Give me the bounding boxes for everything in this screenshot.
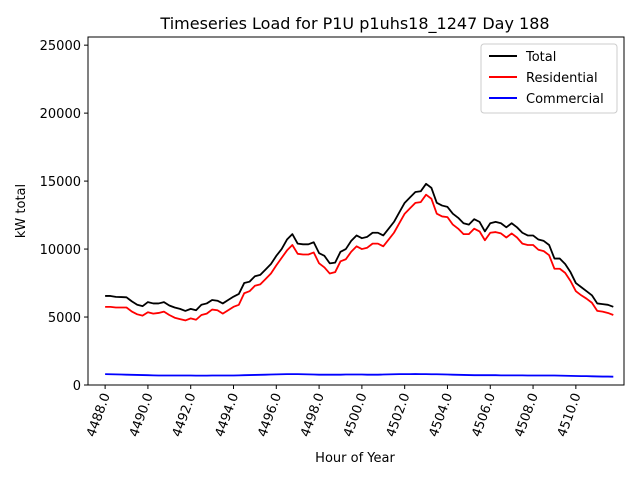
y-tick-label: 0 xyxy=(73,379,81,394)
y-tick-label: 25000 xyxy=(40,39,81,54)
legend-label-residential: Residential xyxy=(526,71,598,86)
y-tick-label: 10000 xyxy=(40,243,81,258)
y-tick-label: 15000 xyxy=(40,175,81,190)
legend-label-total: Total xyxy=(525,50,556,65)
legend-label-commercial: Commercial xyxy=(526,92,604,107)
plot-lines xyxy=(105,182,614,378)
series-line-commercial xyxy=(105,373,614,378)
chart-title: Timeseries Load for P1U p1uhs18_1247 Day… xyxy=(159,14,549,34)
y-tick-label: 5000 xyxy=(48,311,81,326)
x-axis-label: Hour of Year xyxy=(315,451,395,466)
legend-box xyxy=(480,43,618,114)
y-tick-label: 20000 xyxy=(40,107,81,122)
series-line-total xyxy=(105,182,614,312)
plot-frame xyxy=(87,36,625,386)
y-axis: 0 5000 10000 15000 20000 25000 xyxy=(40,39,88,394)
legend: Total Residential Commercial xyxy=(480,43,618,114)
y-axis-label: kW total xyxy=(14,184,29,238)
series-line-residential xyxy=(105,193,614,322)
